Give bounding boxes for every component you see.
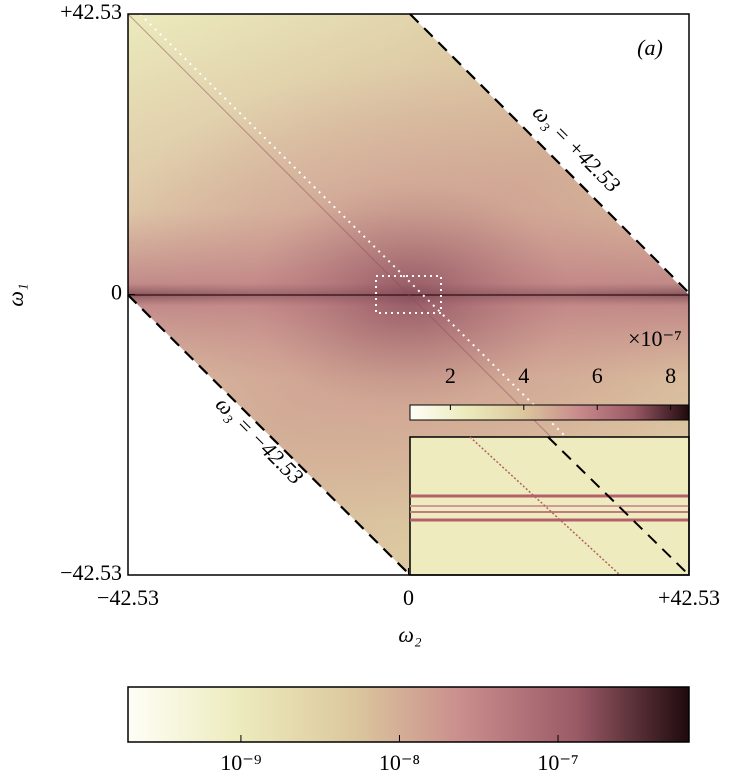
inset-multiplier: ×10⁻⁷ — [628, 326, 682, 351]
y-tick-label: +42.53 — [60, 0, 122, 24]
boundary-line — [409, 13, 690, 294]
y-tick-label: 0 — [111, 280, 122, 305]
x-axis-label: ω₂ — [398, 622, 422, 647]
boundary-line — [127, 294, 411, 576]
y-tick-label: −42.53 — [60, 560, 122, 585]
inset-colorbar-tick-label: 2 — [445, 363, 456, 388]
colorbar — [127, 686, 690, 743]
colorbar-tick-label: 10⁻⁷ — [537, 750, 578, 775]
inset-colorbar-tick-label: 6 — [592, 363, 603, 388]
x-tick-label: 0 — [403, 585, 414, 610]
y-axis-label: ω₁ — [3, 283, 28, 306]
x-tick-label: +42.53 — [658, 585, 720, 610]
inset-colorbar-tick-label: 4 — [518, 363, 529, 388]
x-tick-label: −42.53 — [97, 585, 159, 610]
colorbar-tick-label: 10⁻⁹ — [220, 750, 262, 775]
colorbar-tick-label: 10⁻⁸ — [379, 750, 420, 775]
inset-colorbar-tick-label: 8 — [665, 363, 676, 388]
panel-label: (a) — [637, 35, 663, 60]
